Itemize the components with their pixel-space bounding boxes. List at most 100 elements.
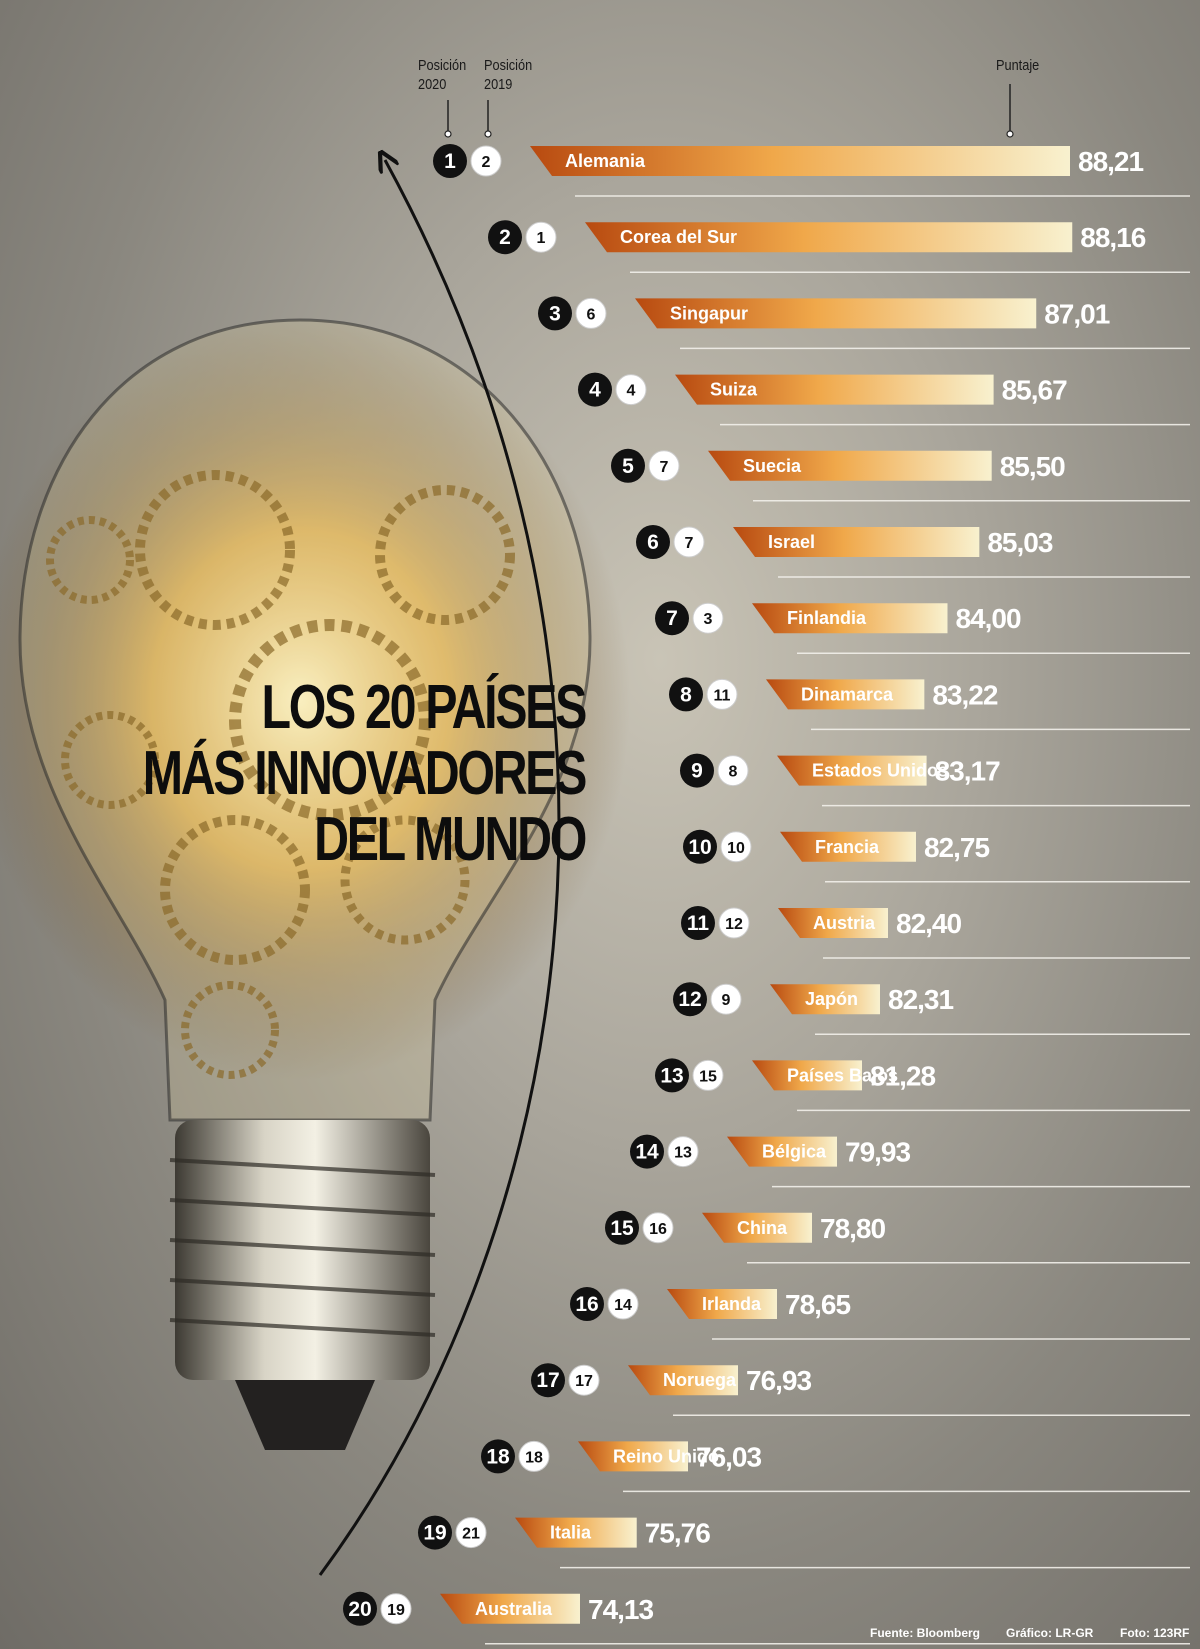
bar	[752, 1060, 862, 1091]
position-2019-badge	[525, 221, 557, 253]
position-2020-badge	[578, 372, 612, 407]
position-2019-value: 14	[614, 1297, 632, 1314]
position-2020-value: 18	[486, 1445, 510, 1468]
position-2019-value: 13	[674, 1145, 692, 1162]
position-2019-badge	[607, 1288, 639, 1320]
bar	[440, 1593, 580, 1624]
position-2019-value: 7	[685, 535, 694, 552]
position-2019-badge	[673, 526, 705, 558]
country-label: Noruega	[663, 1370, 737, 1390]
position-2020-badge	[669, 677, 703, 712]
header-position-2020: Posición 2020	[418, 57, 467, 93]
position-2020-badge	[611, 448, 645, 483]
position-2020-badge	[538, 296, 572, 331]
position-2020-value: 12	[678, 988, 701, 1011]
bar-row: Austria 82,40 11 12	[681, 906, 1190, 959]
position-2019-badge	[470, 145, 502, 177]
country-label: Francia	[815, 837, 880, 857]
arrow-icon	[318, 160, 561, 1576]
bar-row: China 78,80 15 16	[605, 1210, 1190, 1264]
bar	[578, 1441, 688, 1472]
position-2019-badge	[380, 1593, 412, 1625]
position-2020-badge	[655, 601, 689, 636]
country-label: Bélgica	[762, 1142, 827, 1162]
bar	[628, 1365, 738, 1396]
position-2019-badge	[648, 450, 680, 482]
bar-row: Singapur 87,01 3 6	[538, 296, 1190, 350]
bar-row: Noruega 76,93 17 17	[531, 1363, 1190, 1416]
position-2019-badge	[720, 831, 752, 863]
position-2019-badge	[642, 1212, 674, 1244]
position-2020-badge	[630, 1134, 664, 1169]
bar-row: Corea del Sur 88,16 2 1	[488, 220, 1190, 273]
position-2020-value: 16	[575, 1293, 598, 1316]
bar-row: Dinamarca 83,22 8 11	[669, 677, 1190, 731]
position-2019-value: 15	[699, 1068, 717, 1085]
position-2020-badge	[433, 144, 467, 178]
bar	[635, 298, 1037, 329]
position-2020-badge	[683, 829, 717, 864]
score-value: 85,50	[1000, 451, 1065, 482]
bar-row: Australia 74,13 20 19	[343, 1591, 1190, 1645]
score-value: 75,76	[645, 1518, 710, 1549]
position-2020-value: 8	[680, 683, 692, 706]
position-2019-value: 10	[727, 840, 745, 857]
bar	[530, 146, 1070, 176]
position-2020-value: 7	[666, 607, 678, 630]
score-value: 83,22	[932, 679, 997, 710]
bar-row: Bélgica 79,93 14 13	[630, 1134, 1190, 1188]
title-line-3: DEL MUNDO	[314, 805, 587, 874]
country-label: Singapur	[670, 303, 748, 323]
bar-row: Suiza 85,67 4 4	[578, 372, 1190, 426]
country-label: Finlandia	[787, 608, 867, 628]
country-label: Japón	[805, 989, 858, 1009]
country-label: Israel	[768, 532, 815, 552]
score-value: 76,93	[746, 1365, 811, 1396]
position-2020-badge	[531, 1363, 565, 1398]
position-2019-badge	[710, 983, 742, 1015]
position-2020-value: 6	[647, 531, 659, 554]
bar	[766, 679, 925, 710]
score-value: 78,65	[785, 1289, 850, 1320]
position-2020-value: 2	[499, 226, 511, 249]
position-2019-value: 8	[729, 764, 738, 781]
header-position-2019: Posición 2019	[484, 57, 533, 93]
bar-row: Francia 82,75 10 10	[683, 829, 1190, 883]
title-line-1: LOS 20 PAÍSES	[261, 673, 588, 742]
position-2020-badge	[680, 753, 714, 788]
position-2020-value: 15	[610, 1217, 634, 1240]
position-2020-badge	[343, 1591, 377, 1626]
country-label: Suiza	[710, 380, 758, 400]
position-2019-value: 9	[722, 992, 731, 1009]
bar-row: Israel 85,03 6 7	[636, 525, 1190, 578]
bar	[515, 1517, 637, 1548]
position-2019-badge	[667, 1136, 699, 1168]
score-value: 85,03	[987, 527, 1052, 558]
score-value: 87,01	[1044, 298, 1109, 329]
score-value: 74,13	[588, 1594, 653, 1625]
country-label: Estados Unidos	[812, 761, 948, 781]
bar	[727, 1136, 837, 1167]
position-2019-value: 12	[725, 916, 743, 933]
header-score: Puntaje	[996, 57, 1040, 74]
position-2020-badge	[488, 220, 522, 255]
position-2020-badge	[673, 982, 707, 1017]
country-label: Reino Unido	[613, 1446, 719, 1466]
position-2020-value: 13	[660, 1064, 683, 1087]
position-2019-value: 17	[575, 1373, 593, 1390]
bar	[585, 222, 1073, 253]
position-2020-value: 3	[549, 302, 561, 325]
bar-row: Alemania 88,21 1 2	[433, 144, 1190, 197]
lightbulb-illustration	[0, 318, 630, 1450]
position-2020-value: 10	[688, 836, 711, 859]
position-2019-value: 2	[482, 154, 491, 171]
position-2019-badge	[717, 755, 749, 787]
score-value: 88,21	[1078, 146, 1143, 177]
country-label: Suecia	[743, 456, 802, 476]
score-value: 81,28	[870, 1060, 935, 1091]
position-2020-badge	[481, 1439, 515, 1474]
position-2019-badge	[575, 297, 607, 329]
